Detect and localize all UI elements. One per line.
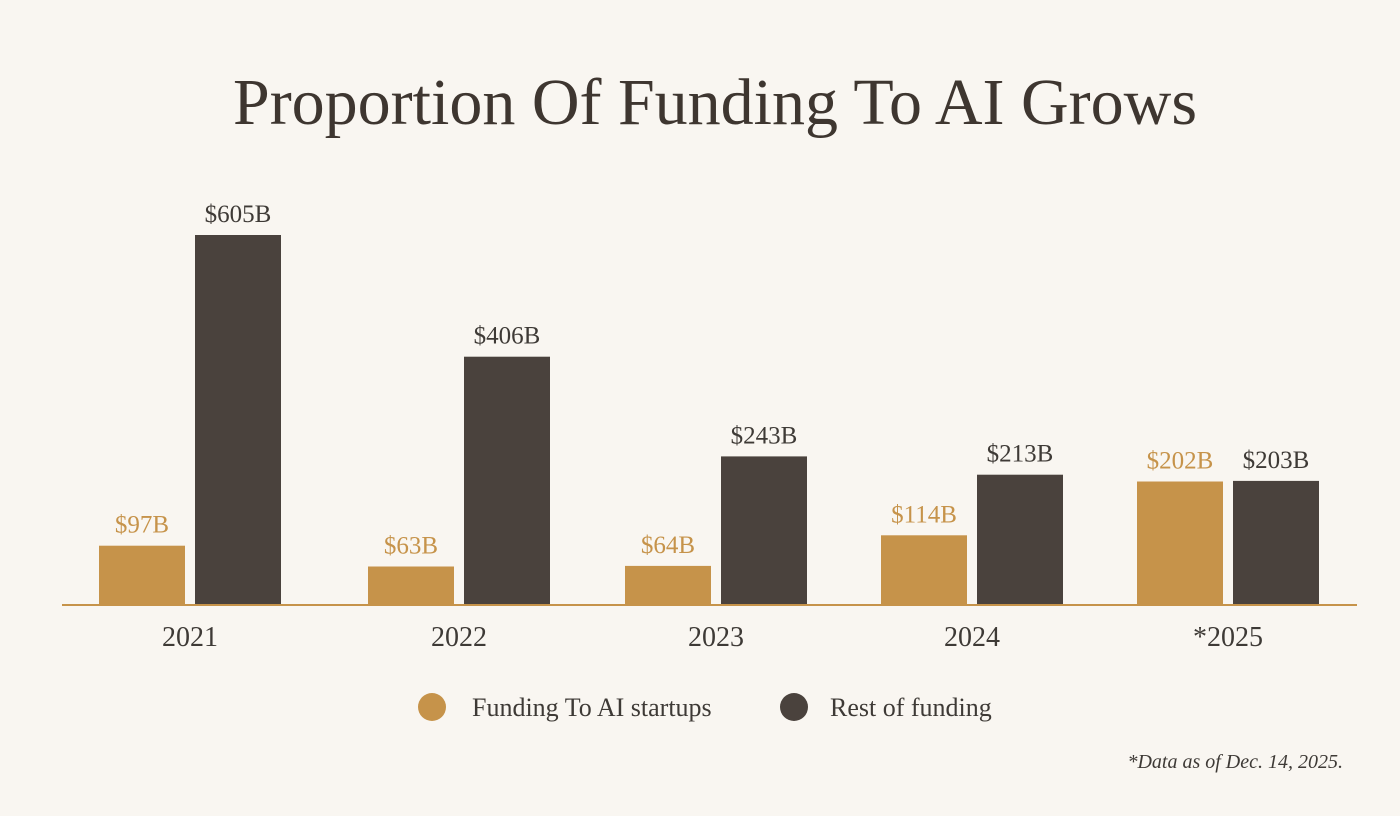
data-label-rest-2021: $605B (205, 201, 272, 228)
data-label-ai-2021: $97B (115, 512, 169, 539)
data-label-rest-2024: $213B (987, 441, 1054, 468)
bar-ai-2023 (625, 565, 711, 605)
data-label-ai-2022: $63B (384, 533, 438, 560)
x-tick-label-2024: 2024 (944, 622, 1000, 653)
bar-ai-2024 (881, 535, 967, 605)
data-label-rest-2023: $243B (731, 422, 798, 449)
data-label-rest-2025: $203B (1243, 447, 1310, 474)
bar-rest-2023 (721, 456, 807, 605)
bar-ai-2022 (368, 566, 454, 605)
data-label-ai-2024: $114B (891, 501, 957, 528)
bar-rest-2022 (464, 356, 550, 605)
legend: Funding To AI startups Rest of funding (418, 693, 992, 722)
x-axis-ticks: 2021 2022 2023 2024 *2025 (162, 622, 1263, 653)
bar-ai-2025 (1137, 481, 1223, 605)
data-label-ai-2023: $64B (641, 532, 695, 559)
data-label-rest-2022: $406B (474, 323, 541, 350)
bar-rest-2024 (977, 474, 1063, 605)
chart-title: Proportion Of Funding To AI Grows (233, 66, 1197, 139)
legend-swatch-ai (418, 693, 446, 721)
x-tick-label-2022: 2022 (431, 622, 487, 653)
bar-rest-2021 (195, 235, 281, 605)
legend-swatch-rest (780, 693, 808, 721)
x-tick-label-2021: 2021 (162, 622, 218, 653)
bar-ai-2021 (99, 545, 185, 605)
footnote: *Data as of Dec. 14, 2025. (1127, 751, 1343, 773)
bar-rest-2025 (1233, 480, 1319, 605)
bars-layer: $97B $605B $63B $406B $64B $243B $114B $213B $20… (99, 201, 1319, 605)
x-tick-label-2025: *2025 (1193, 622, 1263, 653)
data-label-ai-2025: $202B (1147, 448, 1214, 475)
legend-label-ai: Funding To AI startups (472, 693, 712, 722)
x-tick-label-2023: 2023 (688, 622, 744, 653)
legend-label-rest: Rest of funding (830, 693, 992, 722)
